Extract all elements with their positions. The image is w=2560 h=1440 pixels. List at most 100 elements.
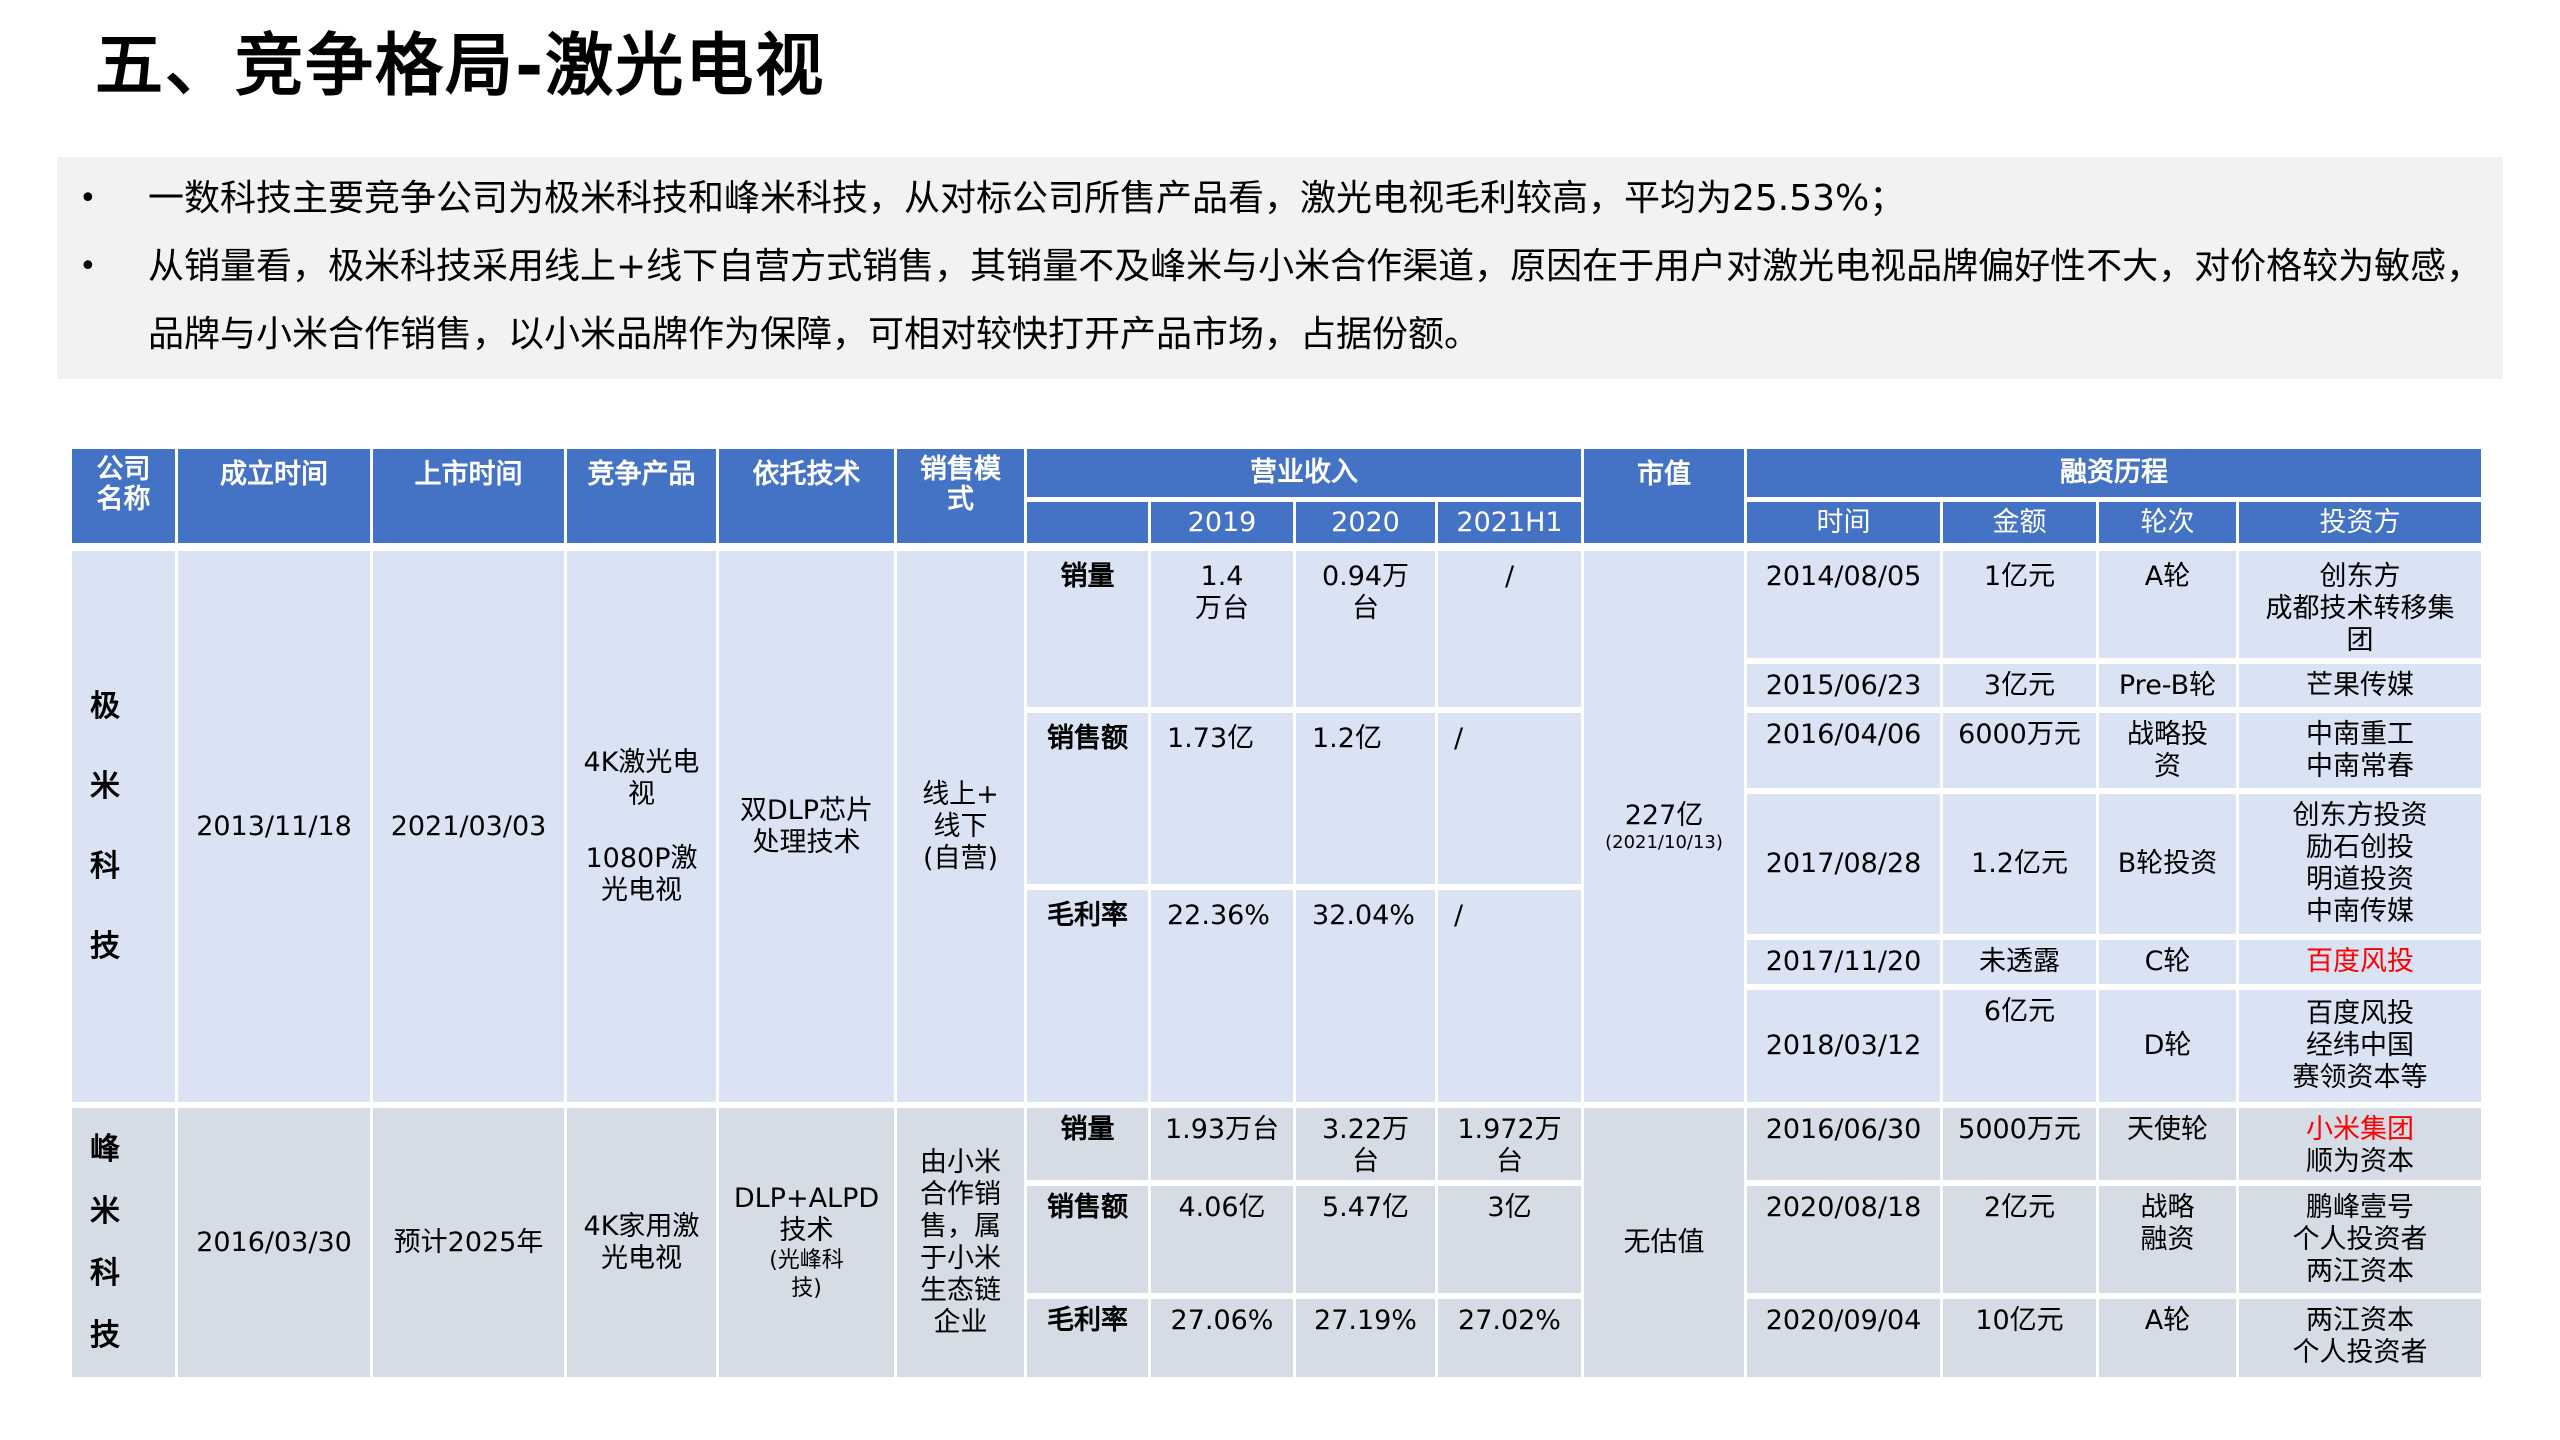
fin-date: 2020/08/18 (1747, 1186, 1940, 1293)
market-cap-date: (2021/10/13) (1605, 831, 1723, 853)
company-name: 峰 米 科 技 (72, 1108, 175, 1377)
product: 4K家用激 光电视 (567, 1108, 716, 1377)
sales-mode: 由小米 合作销 售，属 于小米 生态链 企业 (897, 1108, 1024, 1377)
fin-amount: 2亿元 (1943, 1186, 2096, 1293)
fin-round: 战略投 资 (2099, 713, 2236, 788)
founded-date: 2016/03/30 (178, 1108, 370, 1377)
fin-round: A轮 (2099, 551, 2236, 658)
fin-round: B轮投资 (2099, 794, 2236, 934)
header-sales-mode: 销售模 式 (897, 449, 1024, 543)
sales-volume-2020: 3.22万 台 (1296, 1108, 1435, 1180)
sales-mode: 线上+ 线下 (自营) (897, 551, 1024, 1102)
header-company: 公司 名称 (72, 449, 175, 543)
header-product: 竞争产品 (567, 449, 716, 543)
fin-date: 2016/06/30 (1747, 1108, 1940, 1180)
fin-amount: 1亿元 (1943, 551, 2096, 658)
listed-date: 预计2025年 (373, 1108, 564, 1377)
technology: 双DLP芯片 处理技术 (719, 551, 894, 1102)
gross-margin-2019: 22.36% (1151, 890, 1293, 1102)
summary-text: 一数科技主要竞争公司为极米科技和峰米科技，从对标公司所售产品看，激光电视毛利较高… (148, 178, 1906, 219)
fin-amount: 1.2亿元 (1943, 794, 2096, 934)
sales-amount-2019: 1.73亿 (1151, 713, 1293, 884)
bullet-icon: • (79, 181, 97, 216)
fin-investors-other: 顺为资本 (2306, 1146, 2414, 1177)
sales-amount-2021h1: / (1438, 713, 1581, 884)
company-name: 极 米 科 技 (72, 551, 175, 1102)
header-fin-date: 时间 (1747, 502, 1940, 543)
summary-box: • 一数科技主要竞争公司为极米科技和峰米科技，从对标公司所售产品看，激光电视毛利… (57, 157, 2503, 379)
header-year-2020: 2020 (1296, 502, 1435, 543)
metric-sales-amount: 销售额 (1027, 713, 1148, 884)
fin-round: 天使轮 (2099, 1108, 2236, 1180)
fin-amount: 6000万元 (1943, 713, 2096, 788)
fin-date: 2015/06/23 (1747, 664, 1940, 707)
fin-amount: 6亿元 (1943, 990, 2096, 1102)
header-fin-round: 轮次 (2099, 502, 2236, 543)
technology-main: DLP+ALPD 技术 (733, 1182, 880, 1246)
header-financing: 融资历程 (1747, 449, 2481, 497)
market-cap: 227亿 (2021/10/13) (1584, 551, 1744, 1102)
header-tech: 依托技术 (719, 449, 894, 543)
sales-volume-2021h1: / (1438, 551, 1581, 707)
sales-volume-2020: 0.94万 台 (1296, 551, 1435, 707)
fin-investors: 鹏峰壹号 个人投资者 两江资本 (2239, 1186, 2481, 1293)
fin-investors: 两江资本 个人投资者 (2239, 1299, 2481, 1377)
header-listed: 上市时间 (373, 449, 564, 543)
fin-investors: 小米集团 顺为资本 (2239, 1108, 2481, 1180)
market-cap-value: 227亿 (1624, 799, 1704, 831)
fin-round: A轮 (2099, 1299, 2236, 1377)
gross-margin-2020: 27.19% (1296, 1299, 1435, 1377)
gross-margin-2019: 27.06% (1151, 1299, 1293, 1377)
fin-round: D轮 (2099, 990, 2236, 1102)
sales-amount-2020: 1.2亿 (1296, 713, 1435, 884)
fin-date: 2016/04/06 (1747, 713, 1940, 788)
sales-amount-2020: 5.47亿 (1296, 1186, 1435, 1293)
fin-amount: 5000万元 (1943, 1108, 2096, 1180)
metric-gross-margin: 毛利率 (1027, 890, 1148, 1102)
fin-date: 2014/08/05 (1747, 551, 1940, 658)
header-revenue: 营业收入 (1027, 449, 1581, 497)
sales-volume-2019: 1.4 万台 (1151, 551, 1293, 707)
metric-gross-margin: 毛利率 (1027, 1299, 1148, 1377)
technology-note: (光峰科 技) (769, 1247, 844, 1301)
header-fin-investors: 投资方 (2239, 502, 2481, 543)
fin-date: 2017/11/20 (1747, 940, 1940, 984)
fin-amount: 3亿元 (1943, 664, 2096, 707)
sales-volume-2019: 1.93万台 (1151, 1108, 1293, 1180)
fin-investors: 芒果传媒 (2239, 664, 2481, 707)
header-year-2019: 2019 (1151, 502, 1293, 543)
market-cap: 无估值 (1584, 1108, 1744, 1377)
fin-round: C轮 (2099, 940, 2236, 984)
fin-date: 2018/03/12 (1747, 990, 1940, 1102)
technology: DLP+ALPD 技术 (光峰科 技) (719, 1108, 894, 1377)
fin-amount: 未透露 (1943, 940, 2096, 984)
bullet-icon: • (79, 249, 97, 284)
fin-round: Pre-B轮 (2099, 664, 2236, 707)
fin-date: 2020/09/04 (1747, 1299, 1940, 1377)
product: 4K激光电 视 1080P激 光电视 (567, 551, 716, 1102)
fin-investors: 创东方 成都技术转移集 团 (2239, 551, 2481, 658)
fin-date: 2017/08/28 (1747, 794, 1940, 934)
page-title: 五、竞争格局-激光电视 (95, 27, 826, 106)
header-year-2021h1: 2021H1 (1438, 502, 1581, 543)
fin-investors: 百度风投 经纬中国 赛领资本等 (2239, 990, 2481, 1102)
header-market-cap: 市值 (1584, 449, 1744, 543)
header-fin-amount: 金额 (1943, 502, 2096, 543)
summary-text: 从销量看，极米科技采用线上+线下自营方式销售，其销量不及峰米与小米合作渠道，原因… (148, 246, 2483, 355)
fin-amount: 10亿元 (1943, 1299, 2096, 1377)
metric-sales-amount: 销售额 (1027, 1186, 1148, 1293)
metric-sales-volume: 销量 (1027, 551, 1148, 707)
sales-volume-2021h1: 1.972万 台 (1438, 1108, 1581, 1180)
fin-investors: 中南重工 中南常春 (2239, 713, 2481, 788)
sales-amount-2019: 4.06亿 (1151, 1186, 1293, 1293)
header-founded: 成立时间 (178, 449, 370, 543)
founded-date: 2013/11/18 (178, 551, 370, 1102)
header-revenue-blank (1027, 502, 1148, 543)
gross-margin-2021h1: 27.02% (1438, 1299, 1581, 1377)
gross-margin-2021h1: / (1438, 890, 1581, 1102)
fin-investors: 创东方投资 励石创投 明道投资 中南传媒 (2239, 794, 2481, 934)
gross-margin-2020: 32.04% (1296, 890, 1435, 1102)
metric-sales-volume: 销量 (1027, 1108, 1148, 1180)
listed-date: 2021/03/03 (373, 551, 564, 1102)
sales-amount-2021h1: 3亿 (1438, 1186, 1581, 1293)
